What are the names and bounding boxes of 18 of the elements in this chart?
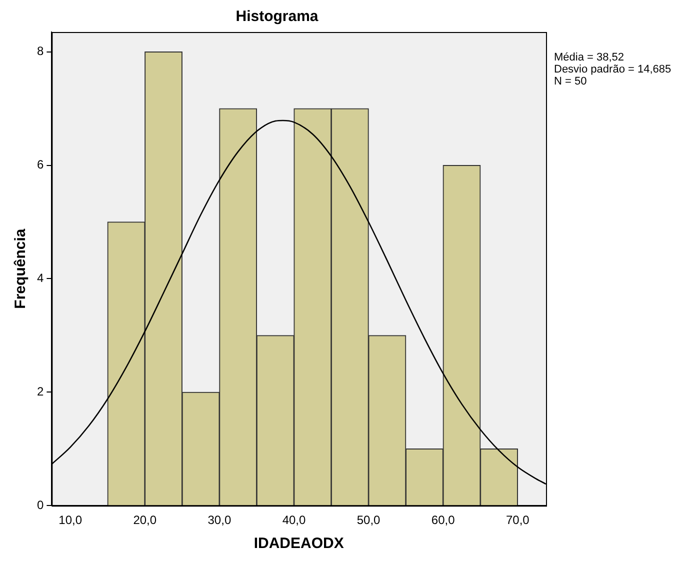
- text: Média = 38,52: [554, 52, 624, 64]
- x-tick-label: 10,0: [58, 513, 82, 528]
- x-tick-label: 40,0: [282, 513, 306, 528]
- chart-title: Histograma: [236, 8, 319, 26]
- text: N = 50: [554, 76, 587, 88]
- y-tick-label: 4: [36, 271, 44, 286]
- text: Desvio padrão = 14,685: [554, 64, 672, 76]
- x-tick-label: 60,0: [431, 513, 456, 528]
- y-tick-label: 6: [36, 158, 44, 172]
- x-tick-label: 50,0: [356, 513, 381, 528]
- y-axis-title: Frequência: [12, 228, 30, 309]
- y-tick-label: 2: [36, 384, 44, 398]
- y-tick-label: 8: [36, 44, 44, 58]
- x-tick-label: 70,0: [506, 513, 530, 528]
- x-tick-label: 30,0: [208, 513, 232, 528]
- x-tick-label: 20,0: [133, 513, 157, 528]
- y-tick-label: 0: [36, 498, 44, 512]
- x-axis-title: IDADEAODX: [254, 535, 344, 552]
